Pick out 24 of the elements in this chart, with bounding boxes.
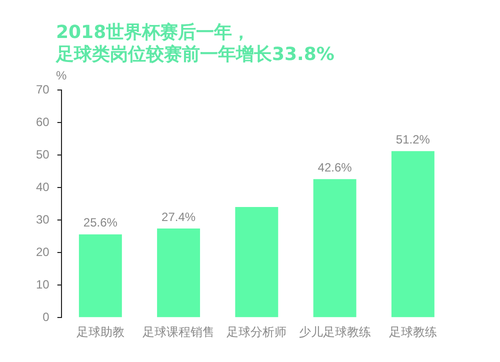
x-tick-label: 足球分析师 [226, 325, 287, 340]
bar [313, 179, 356, 318]
y-tick-label: 40 [36, 180, 50, 194]
bar [391, 151, 434, 318]
x-tick-label: 足球课程销售 [142, 325, 215, 340]
data-label: 51.2% [396, 132, 430, 146]
y-tick-label: 60 [36, 114, 50, 129]
y-tick-label: 20 [36, 244, 50, 259]
data-label: 25.6% [83, 216, 118, 230]
bar [78, 234, 122, 318]
bar [235, 207, 278, 318]
data-label: 42.6% [318, 160, 352, 174]
y-axis-title: % [56, 68, 68, 82]
y-tick-label: 0 [42, 310, 50, 324]
x-tick-label: 足球助教 [76, 325, 124, 340]
x-tick-label: 少儿足球教练 [298, 325, 371, 340]
x-tick-label: 足球教练 [388, 325, 437, 340]
bar [157, 228, 200, 318]
y-tick-label: 10 [36, 277, 50, 292]
y-tick-label: 30 [36, 212, 50, 226]
chart-title: 2018世界杯赛后一年，足球类岗位较赛前一年增长33.8% [56, 22, 336, 66]
y-tick-label: 50 [36, 147, 50, 162]
data-label: 27.4% [162, 210, 196, 224]
y-tick-label: 70 [36, 82, 50, 96]
